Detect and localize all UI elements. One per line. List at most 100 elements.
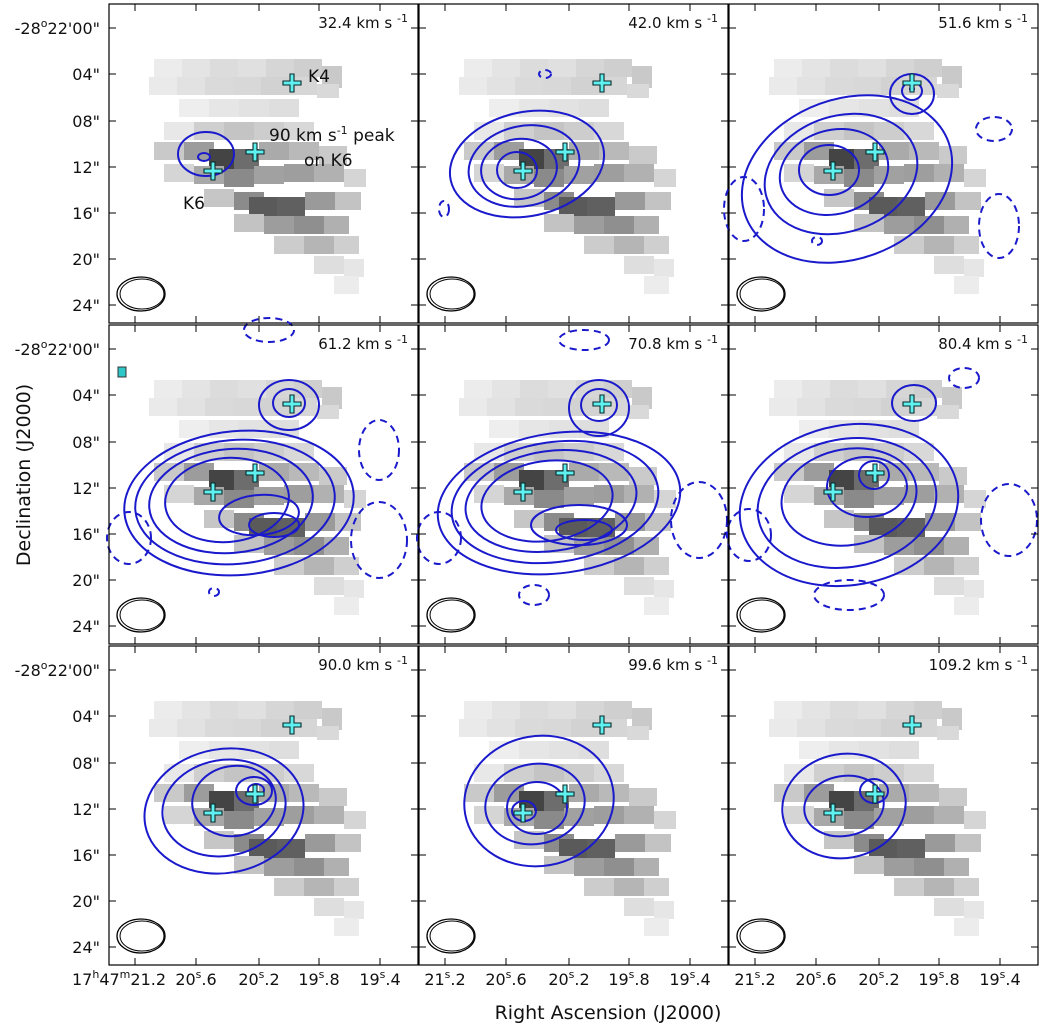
panel-background	[419, 325, 728, 644]
dec-tick-label: 12"	[72, 158, 100, 177]
marker-k4-icon	[282, 715, 302, 735]
contour-line-solid	[763, 112, 919, 236]
dec-tick-label: 16"	[72, 525, 100, 544]
contour-line-dashed	[518, 584, 550, 606]
contour-line-solid	[436, 430, 682, 576]
marker-peak-icon	[865, 142, 885, 162]
panel-frame	[108, 3, 419, 324]
panel-background	[109, 4, 418, 323]
contour-line-solid	[464, 449, 638, 553]
ra-tick-label: 19s.8	[608, 968, 649, 989]
beam-ellipse-inner	[119, 599, 165, 631]
beam-ellipse	[736, 597, 786, 633]
contour-line-dashed	[358, 419, 400, 481]
axis-ticks	[109, 646, 418, 965]
contour-line-dashed	[723, 176, 765, 242]
channel-panel: 109.2 km s -1	[728, 645, 1039, 966]
grayscale-image	[149, 59, 366, 294]
dec-tick-label: -28o22'00"	[15, 659, 100, 680]
dec-tick-label: 08"	[72, 433, 100, 452]
contour-line-solid	[756, 437, 938, 569]
marker-k6-icon	[823, 482, 843, 502]
contour-line-dashed	[538, 69, 552, 79]
axis-ticks	[419, 646, 728, 965]
dec-tick-label: 04"	[72, 707, 100, 726]
axis-ticks	[729, 325, 1038, 644]
velocity-label: 42.0 km s -1	[628, 12, 718, 32]
contour-line-solid	[258, 379, 320, 431]
panel-background	[419, 646, 728, 965]
grayscale-image	[149, 380, 366, 615]
channel-panel: 70.8 km s -1	[416, 324, 729, 645]
small-marker-icon	[117, 366, 127, 378]
contour-line-solid	[781, 752, 907, 860]
channel-panel: 61.2 km s -1	[106, 317, 419, 645]
contour-line-solid	[778, 128, 890, 216]
beam-ellipse-inner	[739, 599, 785, 631]
contour-line-solid	[484, 762, 586, 846]
marker-k4-icon	[902, 715, 922, 735]
velocity-label: 90.0 km s -1	[318, 654, 408, 674]
contour-line-dashed	[813, 579, 885, 611]
panel-frame	[418, 645, 729, 966]
velocity-label: 61.2 km s -1	[318, 333, 408, 353]
contour-line-dashed	[978, 193, 1020, 259]
contour-line-solid	[780, 447, 918, 547]
beam-ellipse-inner	[739, 278, 785, 310]
annotation-peak-line2: on K6	[304, 151, 353, 171]
dec-tick-label: 08"	[72, 112, 100, 131]
marker-k4-icon	[592, 715, 612, 735]
ra-tick-label: 19s.8	[918, 968, 959, 989]
contour-line-solid	[148, 447, 314, 555]
channel-panel: 80.4 km s -1	[726, 324, 1039, 645]
contour-line-dashed	[975, 116, 1013, 142]
beam-ellipse-inner	[429, 920, 475, 952]
panel-background	[109, 646, 418, 965]
contour-line-solid	[161, 758, 287, 858]
beam-ellipse-inner	[119, 278, 165, 310]
axis-ticks	[729, 4, 1038, 323]
ra-tick-label: 20s.6	[485, 968, 526, 989]
marker-k6-icon	[513, 161, 533, 181]
marker-k6-icon	[513, 482, 533, 502]
marker-k4-icon	[592, 394, 612, 414]
marker-peak-icon	[245, 463, 265, 483]
channel-panel: 32.4 km s -1 K4 K6 90 km s-1 peak on K6	[108, 3, 419, 324]
beam-ellipse	[736, 276, 786, 312]
contour-line-solid	[858, 460, 890, 490]
contour-line-solid	[568, 379, 630, 437]
contour-line-dashed	[416, 511, 462, 565]
beam-ellipse	[116, 597, 166, 633]
beam-ellipse-inner	[119, 920, 165, 952]
ra-tick-label: 20s.6	[795, 968, 836, 989]
contour-line-solid	[272, 388, 306, 418]
contour-line-solid	[448, 109, 606, 219]
contour-line-solid	[467, 124, 581, 208]
x-axis-title: Right Ascension (J2000)	[495, 1002, 722, 1024]
velocity-label: 32.4 km s -1	[318, 12, 408, 32]
marker-k6-icon	[823, 161, 843, 181]
marker-k6-icon	[823, 803, 843, 823]
contour-line-dashed	[350, 501, 408, 579]
contour-line-solid	[134, 438, 336, 566]
axis-ticks	[419, 325, 728, 644]
dec-tick-label: 16"	[72, 846, 100, 865]
channel-panel: 51.6 km s -1	[723, 3, 1039, 324]
annotation-k4: K4	[308, 67, 330, 87]
grayscale-image	[459, 701, 676, 936]
axis-ticks	[109, 325, 418, 644]
dec-tick-label: 12"	[72, 479, 100, 498]
ra-tick-label: 20s.6	[175, 968, 216, 989]
contour-line-solid	[496, 151, 538, 189]
contour-line-dashed	[208, 587, 220, 597]
dec-tick-label: 20"	[72, 892, 100, 911]
contour-line-solid	[164, 456, 290, 544]
contour-line-solid	[197, 152, 211, 162]
contour-line-solid	[123, 429, 355, 577]
marker-k4-icon	[902, 73, 922, 93]
dec-tick-label: 04"	[72, 386, 100, 405]
contour-line-solid	[740, 94, 954, 264]
panel-frame	[728, 324, 1039, 645]
velocity-label: 99.6 km s -1	[628, 654, 718, 674]
contour-line-solid	[480, 459, 614, 543]
